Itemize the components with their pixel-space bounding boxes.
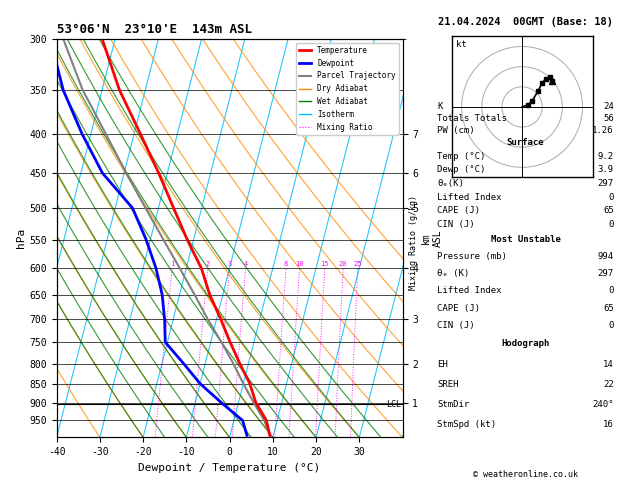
Text: 297: 297: [598, 179, 614, 188]
Text: K: K: [437, 103, 443, 111]
Y-axis label: hPa: hPa: [16, 228, 26, 248]
Text: 65: 65: [603, 207, 614, 215]
Text: 0: 0: [608, 286, 614, 295]
Text: CAPE (J): CAPE (J): [437, 304, 481, 312]
Text: 21.04.2024  00GMT (Base: 18): 21.04.2024 00GMT (Base: 18): [438, 17, 613, 27]
Text: 56: 56: [603, 114, 614, 123]
Text: 0: 0: [608, 192, 614, 202]
Text: 297: 297: [598, 269, 614, 278]
Text: Pressure (mb): Pressure (mb): [437, 252, 507, 261]
Text: 16: 16: [603, 420, 614, 429]
Text: StmSpd (kt): StmSpd (kt): [437, 420, 496, 429]
Text: 240°: 240°: [593, 400, 614, 409]
Text: LCL: LCL: [386, 400, 401, 409]
Text: 8: 8: [284, 260, 288, 267]
Text: 4: 4: [243, 260, 248, 267]
X-axis label: Dewpoint / Temperature (°C): Dewpoint / Temperature (°C): [138, 463, 321, 473]
Text: 10: 10: [295, 260, 304, 267]
Text: θₑ (K): θₑ (K): [437, 269, 469, 278]
Text: 0: 0: [608, 220, 614, 229]
Text: 3: 3: [228, 260, 231, 267]
Text: 3.9: 3.9: [598, 165, 614, 174]
Text: Dewp (°C): Dewp (°C): [437, 165, 486, 174]
Text: Temp (°C): Temp (°C): [437, 152, 486, 160]
Text: kt: kt: [455, 39, 466, 49]
Text: Totals Totals: Totals Totals: [437, 114, 507, 123]
Text: CIN (J): CIN (J): [437, 321, 475, 330]
Text: 9.2: 9.2: [598, 152, 614, 160]
Y-axis label: km
ASL: km ASL: [421, 229, 443, 247]
Text: θₑ(K): θₑ(K): [437, 179, 464, 188]
Legend: Temperature, Dewpoint, Parcel Trajectory, Dry Adiabat, Wet Adiabat, Isotherm, Mi: Temperature, Dewpoint, Parcel Trajectory…: [296, 43, 399, 135]
Text: Lifted Index: Lifted Index: [437, 192, 502, 202]
Text: 1: 1: [170, 260, 174, 267]
Text: StmDir: StmDir: [437, 400, 469, 409]
Text: Lifted Index: Lifted Index: [437, 286, 502, 295]
Text: CIN (J): CIN (J): [437, 220, 475, 229]
Text: 22: 22: [603, 380, 614, 389]
Text: 1.26: 1.26: [593, 126, 614, 135]
Text: 20: 20: [339, 260, 347, 267]
Text: 25: 25: [353, 260, 362, 267]
Text: Mixing Ratio (g/kg): Mixing Ratio (g/kg): [409, 195, 418, 291]
Text: Hodograph: Hodograph: [501, 340, 550, 348]
Text: 994: 994: [598, 252, 614, 261]
Text: PW (cm): PW (cm): [437, 126, 475, 135]
Text: Surface: Surface: [507, 138, 544, 147]
Text: 15: 15: [321, 260, 329, 267]
Text: EH: EH: [437, 360, 448, 369]
Text: 14: 14: [603, 360, 614, 369]
Text: 65: 65: [603, 304, 614, 312]
Text: CAPE (J): CAPE (J): [437, 207, 481, 215]
Text: 0: 0: [608, 321, 614, 330]
Text: 53°06'N  23°10'E  143m ASL: 53°06'N 23°10'E 143m ASL: [57, 23, 252, 36]
Text: Most Unstable: Most Unstable: [491, 235, 560, 244]
Text: 2: 2: [206, 260, 210, 267]
Text: SREH: SREH: [437, 380, 459, 389]
Text: 24: 24: [603, 103, 614, 111]
Text: © weatheronline.co.uk: © weatheronline.co.uk: [473, 469, 577, 479]
